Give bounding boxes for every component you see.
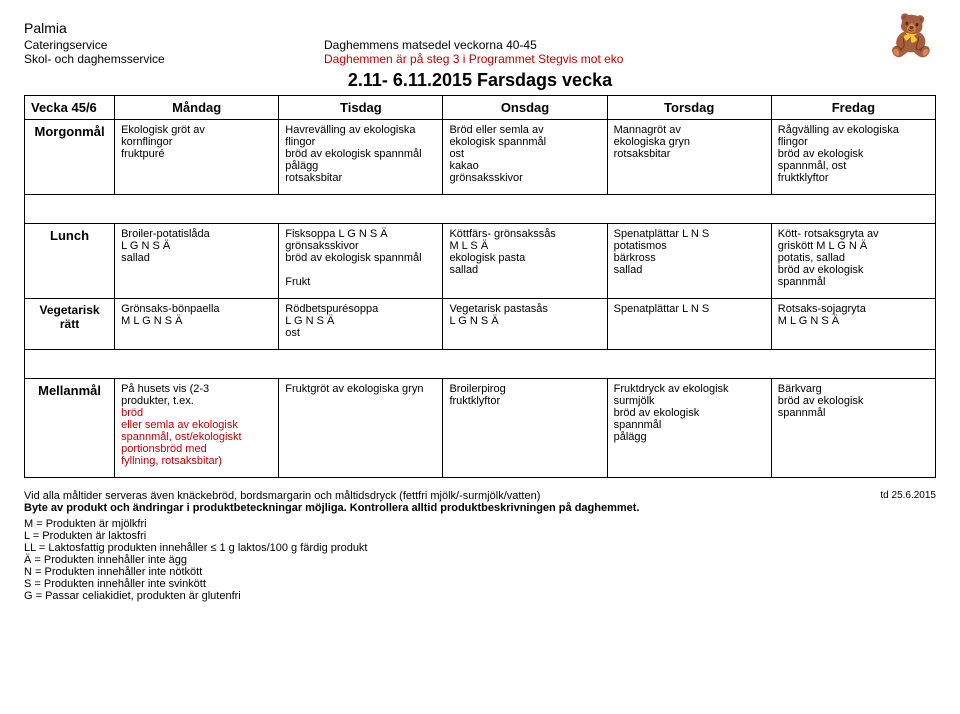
footer-line2: Byte av produkt och ändringar i produktb… (24, 502, 936, 514)
mellan-mon: På husets vis (2-3produkter, t.ex. bröde… (115, 379, 279, 478)
page-title: 2.11- 6.11.2015 Farsdags vecka (24, 70, 936, 91)
veg-tue: RödbetspurésoppaL G N S Äost (279, 299, 443, 350)
lunch-mon: Broiler-potatislådaL G N S Äsallad (115, 224, 279, 299)
menu-table: Vecka 45/6 Måndag Tisdag Onsdag Torsdag … (24, 95, 936, 478)
morgon-tue: Havrevälling av ekologiskaflingorbröd av… (279, 120, 443, 195)
col-friday: Fredag (771, 96, 935, 120)
col-monday: Måndag (115, 96, 279, 120)
gap-1 (25, 195, 936, 224)
col-wednesday: Onsdag (443, 96, 607, 120)
row-label-mellanmal: Mellanmål (25, 379, 115, 478)
header-left-line2: Skol- och daghemsservice (24, 52, 324, 66)
col-tuesday: Tisdag (279, 96, 443, 120)
header-mid-line1: Daghemmens matsedel veckorna 40-45 (324, 38, 664, 52)
lunch-wed: Köttfärs- grönsakssåsM L S Äekologisk pa… (443, 224, 607, 299)
row-label-morgonmal: Morgonmål (25, 120, 115, 195)
mascot-bear-icon: 🧸 (886, 16, 936, 56)
morgon-thu: Mannagröt avekologiska grynrotsaksbitar (607, 120, 771, 195)
header-mid-line2: Daghemmen är på steg 3 i Programmet Steg… (324, 52, 664, 66)
row-vegetarisk: Vegetarisk rätt Grönsaks-bönpaellaM L G … (25, 299, 936, 350)
footer-block: td 25.6.2015 Vid alla måltider serveras … (24, 490, 936, 602)
mellan-fri: Bärkvargbröd av ekologiskspannmål (771, 379, 935, 478)
morgon-mon: Ekologisk gröt avkornflingorfruktpuré (115, 120, 279, 195)
legend-block: M = Produkten är mjölkfriL = Produkten ä… (24, 518, 936, 602)
col-week: Vecka 45/6 (25, 96, 115, 120)
veg-mon: Grönsaks-bönpaellaM L G N S Ä (115, 299, 279, 350)
table-header-row: Vecka 45/6 Måndag Tisdag Onsdag Torsdag … (25, 96, 936, 120)
veg-label-2: rätt (60, 317, 79, 331)
header-row-1: Palmia (24, 20, 936, 38)
row-mellanmal: Mellanmål På husets vis (2-3produkter, t… (25, 379, 936, 478)
footer-line1: Vid alla måltider serveras även knäckebr… (24, 490, 936, 502)
morgon-fri: Rågvälling av ekologiskaflingorbröd av e… (771, 120, 935, 195)
veg-fri: Rotsaks-sojagrytaM L G N S Ä (771, 299, 935, 350)
header-row-3: Skol- och daghemsservice Daghemmen är på… (24, 52, 936, 66)
header-left-line1: Cateringservice (24, 38, 324, 52)
lunch-tue: Fisksoppa L G N S Ägrönsaksskivorbröd av… (279, 224, 443, 299)
lunch-fri: Kött- rotsaksgryta avgriskött M L G N Äp… (771, 224, 935, 299)
mellan-thu: Fruktdryck av ekologisksurmjölkbröd av e… (607, 379, 771, 478)
row-label-lunch: Lunch (25, 224, 115, 299)
veg-thu: Spenatplättar L N S (607, 299, 771, 350)
row-lunch: Lunch Broiler-potatislådaL G N S Äsallad… (25, 224, 936, 299)
row-label-vegetarisk: Vegetarisk rätt (25, 299, 115, 350)
mellan-wed: Broilerpirogfruktklyftor (443, 379, 607, 478)
header-row-2: Cateringservice Daghemmens matsedel veck… (24, 38, 936, 52)
mellan-tue: Fruktgröt av ekologiska gryn (279, 379, 443, 478)
veg-label-1: Vegetarisk (40, 303, 100, 317)
footer-date: td 25.6.2015 (880, 490, 936, 501)
row-morgonmal: Morgonmål Ekologisk gröt avkornflingorfr… (25, 120, 936, 195)
morgon-wed: Bröd eller semla avekologisk spannmålost… (443, 120, 607, 195)
col-thursday: Torsdag (607, 96, 771, 120)
lunch-thu: Spenatplättar L N Spotatismosbärkrosssal… (607, 224, 771, 299)
gap-2 (25, 350, 936, 379)
brand-name: Palmia (24, 20, 324, 36)
veg-wed: Vegetarisk pastasåsL G N S Ä (443, 299, 607, 350)
